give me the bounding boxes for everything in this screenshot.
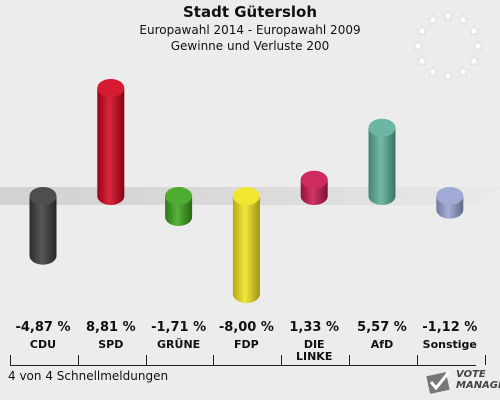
value-label: -1,12 % — [422, 320, 478, 335]
category-label: DIE LINKE — [296, 338, 333, 363]
bar-afd — [368, 118, 396, 205]
bar-spd — [97, 79, 125, 205]
value-label: -8,00 % — [218, 320, 274, 335]
eu-star — [411, 39, 425, 52]
category-axis — [10, 355, 486, 366]
logo-line-1: VOTE — [456, 369, 486, 380]
eu-star — [415, 54, 429, 67]
category-label: SPD — [98, 338, 124, 351]
axis-tick — [10, 355, 11, 365]
bar-cap — [29, 187, 57, 205]
eu-star — [426, 13, 440, 26]
eu-star — [471, 39, 485, 52]
category-label: AfD — [370, 338, 394, 351]
axis-tick — [281, 355, 282, 365]
category-label: GRÜNE — [157, 338, 201, 351]
vote-manager-logo-icon — [426, 371, 451, 394]
eu-stars-icon — [411, 9, 485, 82]
axis-tick — [349, 355, 350, 365]
axis-tick — [417, 355, 418, 365]
bar-cap — [368, 118, 396, 137]
value-label: -1,71 % — [151, 320, 207, 335]
page-title: Stadt Gütersloh — [182, 3, 317, 21]
value-label: 8,81 % — [85, 320, 136, 335]
eu-star — [441, 69, 455, 82]
axis-tick — [485, 355, 486, 365]
eu-star — [426, 65, 440, 78]
page-subtitle-2: Gewinne und Verluste 200 — [170, 39, 330, 53]
bar-body — [97, 88, 125, 205]
eu-star — [456, 65, 470, 78]
bar-cap — [232, 187, 260, 205]
eu-star — [415, 24, 429, 37]
axis-tick — [146, 355, 147, 365]
bar-body — [29, 196, 57, 265]
page-subtitle-1: Europawahl 2014 - Europawahl 2009 — [139, 23, 361, 37]
category-label: Sonstige — [422, 338, 477, 351]
bar-sonstige — [436, 187, 464, 219]
value-label: 5,57 % — [357, 320, 407, 335]
bar-body — [232, 196, 260, 304]
value-label: -4,87 % — [15, 320, 71, 335]
logo-line-2: MANAGER — [456, 380, 500, 391]
category-label: CDU — [29, 338, 57, 351]
bar-cap — [165, 187, 193, 205]
category-label: FDP — [234, 338, 259, 351]
footer-note: 4 von 4 Schnellmeldungen — [8, 369, 169, 383]
bar-body — [368, 127, 396, 205]
bar-fdp — [232, 187, 260, 304]
axis-tick — [213, 355, 214, 365]
eu-star — [456, 13, 470, 26]
axis-tick — [78, 355, 79, 365]
bar-cap — [436, 187, 464, 205]
bar-cdu — [29, 187, 57, 265]
eu-star — [441, 9, 455, 22]
logo-wordmark: VOTE MANAGER — [456, 369, 500, 391]
eu-star — [467, 54, 481, 67]
bar-grüne — [165, 187, 193, 226]
eu-star — [467, 24, 481, 37]
bar-die-linke — [300, 170, 328, 205]
value-label: 1,33 % — [289, 320, 339, 335]
bar-cap — [97, 79, 125, 97]
bar-cap — [300, 170, 328, 189]
